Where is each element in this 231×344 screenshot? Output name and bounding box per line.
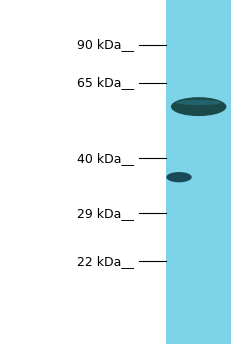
Text: 90 kDa__: 90 kDa__ xyxy=(77,38,134,51)
Ellipse shape xyxy=(176,100,221,105)
Ellipse shape xyxy=(166,172,192,182)
Text: 65 kDa__: 65 kDa__ xyxy=(77,76,134,89)
Text: 29 kDa__: 29 kDa__ xyxy=(77,207,134,220)
Text: 40 kDa__: 40 kDa__ xyxy=(77,152,134,165)
Bar xyxy=(166,0,231,344)
Text: 22 kDa__: 22 kDa__ xyxy=(77,255,134,268)
Ellipse shape xyxy=(171,97,226,116)
